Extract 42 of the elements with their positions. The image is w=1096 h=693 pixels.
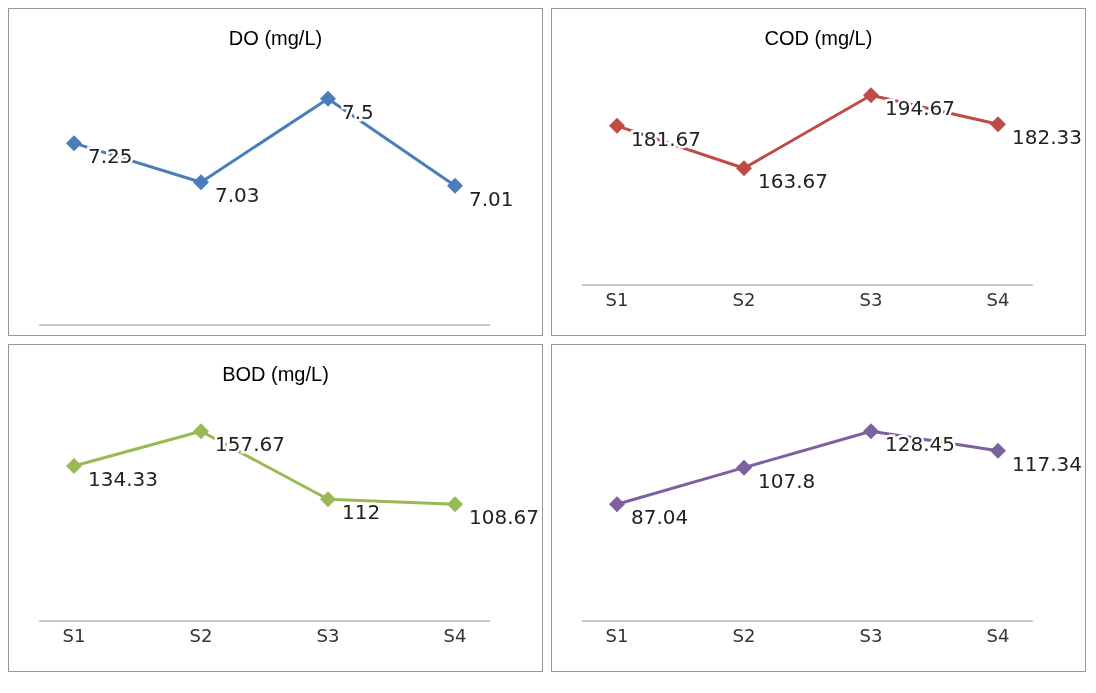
point	[320, 491, 336, 508]
point	[609, 117, 625, 134]
point	[736, 459, 752, 476]
point	[990, 442, 1006, 459]
point	[609, 496, 625, 513]
data-label: 107.8	[758, 468, 816, 493]
point	[193, 423, 209, 440]
x-tick-label: S2	[732, 288, 756, 310]
x-tick-label: S3	[859, 288, 883, 310]
point	[66, 135, 82, 152]
data-label: 134.33	[88, 467, 158, 492]
x-tick-label: S4	[986, 288, 1010, 310]
point	[193, 174, 209, 191]
x-tick-label: S1	[605, 288, 629, 310]
data-label: 108.67	[469, 505, 539, 530]
point	[447, 496, 463, 513]
chart-title: BOD (mg/L)	[221, 362, 330, 387]
point	[320, 90, 336, 107]
point	[863, 423, 879, 440]
data-label: 163.67	[758, 169, 828, 194]
data-label: 112	[342, 500, 381, 525]
data-label: 182.33	[1012, 125, 1082, 150]
x-tick-label: S2	[732, 624, 756, 646]
chart-title: COD (mg/L)	[763, 26, 874, 51]
data-label: 7.01	[469, 186, 514, 211]
chart-title: DO (mg/L)	[227, 26, 324, 51]
x-tick-label: S3	[316, 624, 340, 646]
point	[447, 177, 463, 194]
x-tick-label: S1	[605, 624, 629, 646]
x-tick-label: S3	[859, 624, 883, 646]
x-tick-label: S4	[986, 624, 1010, 646]
data-label: 7.03	[215, 183, 260, 208]
data-label: 117.34	[1012, 451, 1082, 476]
point	[736, 160, 752, 177]
data-label: 128.45	[885, 432, 955, 457]
point	[863, 87, 879, 104]
point	[66, 458, 82, 475]
point	[990, 116, 1006, 133]
x-tick-label: S4	[443, 624, 467, 646]
data-label: 87.04	[631, 505, 689, 530]
x-tick-label: S2	[189, 624, 213, 646]
x-tick-label: S1	[62, 624, 86, 646]
